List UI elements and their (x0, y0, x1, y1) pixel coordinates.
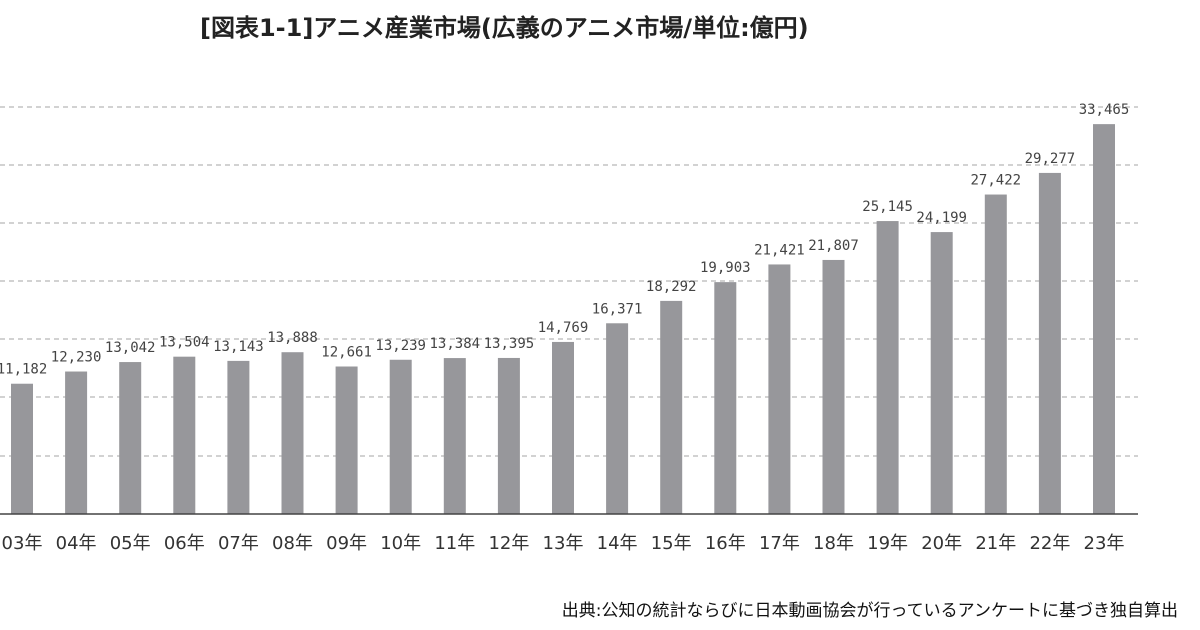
bar-06年 (173, 356, 196, 514)
bar-13年 (552, 341, 574, 514)
value-label: 33,465 (1079, 102, 1130, 118)
bar-07年 (227, 360, 250, 514)
value-label: 13,143 (213, 339, 264, 355)
value-label: 24,199 (916, 210, 967, 226)
bar-16年 (714, 282, 737, 514)
bar-21年 (984, 194, 1007, 515)
value-label: 14,769 (538, 320, 589, 336)
x-tick-label: 09年 (326, 533, 367, 554)
x-tick-label: 03年 (2, 533, 43, 554)
value-label: 21,421 (754, 242, 805, 258)
x-tick-label: 13年 (543, 533, 584, 554)
bar-04年 (65, 371, 88, 514)
x-tick-label: 20年 (921, 533, 962, 554)
bar-22年 (1038, 172, 1061, 514)
bar-08年 (281, 352, 304, 514)
x-tick-label: 08年 (272, 533, 313, 554)
value-label: 16,371 (592, 301, 643, 317)
x-tick-label: 07年 (218, 533, 259, 554)
bar-23年 (1093, 124, 1115, 514)
bar-11年 (443, 358, 466, 514)
value-label: 13,384 (430, 336, 481, 352)
bar-20年 (930, 232, 953, 514)
bars (11, 124, 1115, 515)
bar-03年 (11, 383, 33, 514)
value-label: 18,292 (646, 279, 697, 295)
x-tick-labels: 03年 04年 05年 06年 07年 08年 09年 10年 11年 12年 13年 14年 15年 1… (2, 533, 1125, 554)
x-tick-label: 11年 (434, 533, 475, 554)
value-label: 21,807 (808, 238, 859, 254)
bar-10年 (389, 359, 412, 514)
x-tick-label: 04年 (56, 533, 97, 554)
x-tick-label: 18年 (813, 533, 854, 554)
x-tick-label: 14年 (597, 533, 638, 554)
value-label: 11,182 (0, 362, 47, 378)
value-label: 13,239 (375, 338, 426, 354)
value-label: 12,230 (51, 350, 102, 366)
x-tick-label: 06年 (164, 533, 205, 554)
x-tick-label: 10年 (380, 533, 421, 554)
source-note: 出典:公知の統計ならびに日本動画協会が行っているアンケートに基づき独自算出 (561, 601, 1178, 621)
bar-09年 (335, 366, 358, 514)
x-tick-label: 21年 (975, 533, 1016, 554)
bar-19年 (876, 221, 899, 515)
value-label: 13,395 (484, 336, 535, 352)
bar-15年 (660, 300, 683, 514)
value-label: 19,903 (700, 260, 751, 276)
bar-14年 (606, 323, 629, 514)
bar-18年 (822, 259, 845, 514)
x-tick-label: 23年 (1084, 533, 1125, 554)
value-label: 25,145 (862, 199, 913, 215)
x-tick-label: 22年 (1029, 533, 1070, 554)
x-tick-label: 17年 (759, 533, 800, 554)
x-tick-label: 05年 (110, 533, 151, 554)
value-label: 13,888 (267, 330, 318, 346)
value-label: 29,277 (1025, 151, 1076, 167)
x-tick-label: 12年 (488, 533, 529, 554)
bar-05年 (119, 362, 142, 514)
value-label: 12,661 (321, 344, 372, 360)
chart-title: [図表1-1]アニメ産業市場(広義のアニメ市場/単位:億円) (200, 14, 809, 42)
x-tick-label: 16年 (705, 533, 746, 554)
x-tick-label: 19年 (867, 533, 908, 554)
value-label: 13,504 (159, 335, 210, 351)
value-label: 27,422 (971, 173, 1022, 189)
value-label: 13,042 (105, 340, 156, 356)
bar-17年 (768, 264, 791, 514)
x-tick-label: 15年 (651, 533, 692, 554)
bar-12年 (497, 357, 520, 514)
